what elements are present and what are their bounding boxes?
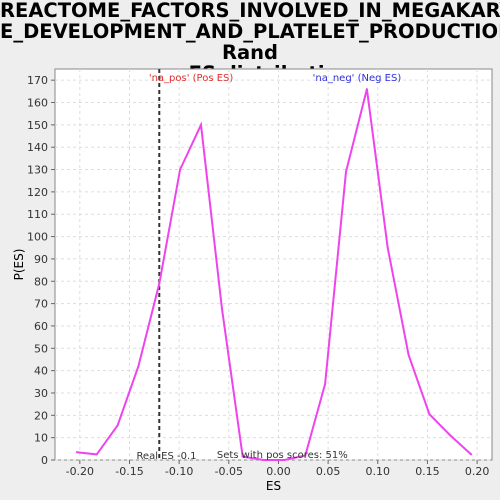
y-tick-label: 160 — [27, 97, 48, 110]
y-tick-label: 50 — [34, 342, 48, 355]
data-point — [179, 168, 182, 171]
data-point — [220, 307, 223, 310]
series-points — [75, 88, 473, 461]
y-tick-label: 130 — [27, 164, 48, 177]
data-point — [386, 246, 389, 249]
data-point — [428, 413, 431, 416]
data-point — [241, 455, 244, 458]
data-point — [95, 453, 98, 456]
neg-es-label: 'na_neg' (Neg ES) — [313, 73, 402, 84]
data-point — [345, 170, 348, 173]
x-axis-label: ES — [266, 479, 281, 493]
y-tick-label: 80 — [34, 275, 48, 288]
data-point — [449, 434, 452, 437]
y-axis: 0 10 20 30 40 50 60 70 80 90 100 110 120 130 140 150 160… — [27, 74, 55, 467]
x-tick-label: 0.10 — [366, 465, 391, 478]
x-tick-label: -0.15 — [115, 465, 143, 478]
y-tick-label: 100 — [27, 231, 48, 244]
pos-es-label: 'na_pos' (Pos ES) — [149, 73, 234, 84]
data-point — [365, 88, 368, 91]
real-es-annotation: Real ES -0.1 — [136, 451, 196, 462]
data-point — [324, 383, 327, 386]
x-tick-label: 0.00 — [266, 465, 291, 478]
grid — [55, 69, 492, 461]
data-point — [199, 123, 202, 126]
y-axis-label: P(ES) — [12, 249, 26, 281]
x-tick-label: -0.20 — [66, 465, 94, 478]
y-tick-label: 30 — [34, 387, 48, 400]
y-tick-label: 90 — [34, 253, 48, 266]
y-tick-label: 60 — [34, 320, 48, 333]
data-point — [407, 353, 410, 356]
y-tick-label: 10 — [34, 432, 48, 445]
y-tick-label: 20 — [34, 409, 48, 422]
x-tick-label: -0.05 — [215, 465, 243, 478]
y-tick-label: 110 — [27, 208, 48, 221]
y-tick-label: 120 — [27, 186, 48, 199]
x-tick-label: 0.15 — [415, 465, 440, 478]
y-tick-label: 0 — [41, 454, 48, 467]
x-axis: -0.20 -0.15 -0.10 -0.05 0.00 0.05 0.10 0.15 0.20 — [66, 460, 490, 478]
data-point — [262, 459, 265, 461]
plot-area — [54, 68, 493, 461]
y-tick-label: 70 — [34, 298, 48, 311]
y-tick-label: 140 — [27, 141, 48, 154]
y-tick-label: 40 — [34, 365, 48, 378]
x-tick-label: -0.10 — [165, 465, 193, 478]
data-point — [470, 453, 473, 456]
data-point — [116, 424, 119, 427]
y-tick-label: 170 — [27, 74, 48, 87]
data-point — [75, 451, 78, 454]
y-tick-label: 150 — [27, 119, 48, 132]
data-point — [158, 282, 161, 285]
sets-pos-annotation: Sets with pos scores: 51% — [217, 450, 348, 461]
data-point — [137, 365, 140, 368]
x-tick-label: 0.05 — [316, 465, 341, 478]
data-point — [304, 454, 307, 457]
data-point — [283, 459, 286, 461]
x-tick-label: 0.20 — [465, 465, 490, 478]
series-line — [76, 88, 472, 461]
